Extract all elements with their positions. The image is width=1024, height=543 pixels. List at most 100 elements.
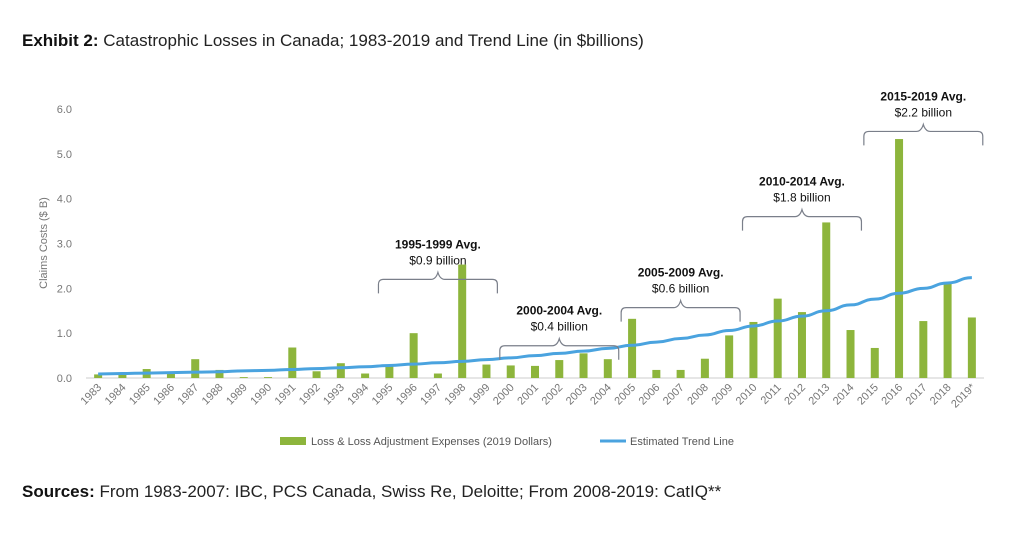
x-tick-label: 1990	[248, 382, 274, 408]
x-tick-label: 1987	[176, 382, 202, 408]
bar	[191, 359, 200, 378]
x-tick-label: 2015	[855, 382, 881, 408]
x-tick-label: 1989	[224, 382, 250, 408]
x-tick-label: 2002	[540, 382, 566, 408]
x-tick-label: 1992	[297, 382, 323, 408]
x-tick-label: 1986	[151, 382, 177, 408]
x-tick-label: 1998	[443, 382, 469, 408]
legend: Loss & Loss Adjustment Expenses (2019 Do…	[280, 436, 734, 448]
y-axis-label-group: Claims Costs ($ B)	[38, 197, 50, 289]
y-tick-label: 3.0	[57, 239, 72, 251]
bar	[264, 377, 273, 378]
bar	[506, 365, 515, 378]
bar	[700, 358, 709, 378]
x-tick-label: 1988	[200, 382, 226, 408]
x-tick-label: 2008	[685, 382, 711, 408]
bar	[895, 139, 904, 378]
x-tick-label: 1994	[345, 382, 371, 408]
y-tick-label: 5.0	[57, 149, 72, 161]
x-tick-label: 2004	[588, 382, 614, 408]
bar	[288, 347, 297, 378]
legend-bar-swatch	[280, 437, 306, 445]
x-tick-label: 2019*	[949, 381, 978, 410]
x-tick-label: 2010	[734, 382, 760, 408]
x-tick-label: 1999	[467, 382, 493, 408]
sources-text: From 1983-2007: IBC, PCS Canada, Swiss R…	[94, 482, 722, 501]
annotation-value: $2.2 billion	[895, 105, 952, 119]
annotation-title: 2005-2009 Avg.	[638, 266, 724, 280]
annotation-brace	[741, 207, 863, 231]
sources-note: Sources: From 1983-2007: IBC, PCS Canada…	[22, 482, 721, 502]
bar	[749, 321, 758, 378]
annotation-title: 2015-2019 Avg.	[880, 89, 966, 103]
x-tick-label: 2012	[782, 382, 808, 408]
bar	[579, 353, 588, 378]
bar	[361, 373, 370, 378]
x-axis-ticks: 1983198419851986198719881989199019911992…	[78, 381, 978, 410]
chart: Claims Costs ($ B) 0.0 1.0 2.0 3.0 4.0 5.0 6.0…	[38, 89, 984, 448]
bar	[555, 360, 564, 378]
x-tick-label: 1983	[78, 382, 104, 408]
x-tick-label: 1996	[394, 382, 420, 408]
y-tick-label: 2.0	[57, 283, 72, 295]
y-tick-label: 0.0	[57, 373, 72, 385]
y-tick-label: 1.0	[57, 328, 72, 340]
bar	[336, 363, 345, 378]
y-tick-label: 6.0	[57, 104, 72, 116]
annotation-brace	[499, 336, 620, 360]
x-tick-label: 2003	[564, 382, 590, 408]
bar	[822, 222, 831, 378]
bar	[239, 377, 248, 378]
bar	[166, 373, 175, 378]
annotation-value: $0.4 billion	[531, 320, 588, 334]
bar	[312, 371, 321, 378]
bar	[385, 364, 394, 378]
x-tick-label: 1984	[103, 382, 129, 408]
chart-title: Exhibit 2: Catastrophic Losses in Canada…	[22, 31, 644, 51]
bar	[943, 282, 952, 378]
trend-line	[98, 276, 972, 376]
bar	[773, 298, 782, 378]
bar	[94, 374, 103, 378]
bar	[676, 369, 685, 378]
annotation-value: $0.9 billion	[409, 253, 466, 267]
annotation-title: 1995-1999 Avg.	[395, 237, 481, 251]
bar	[919, 321, 928, 378]
x-tick-label: 2013	[807, 382, 833, 408]
annotation-brace	[863, 122, 984, 146]
annotation-brace	[620, 298, 741, 322]
bar	[118, 373, 127, 378]
bar	[725, 335, 734, 378]
bar	[531, 365, 539, 378]
x-tick-label: 2005	[612, 382, 638, 408]
y-axis-label: Claims Costs ($ B)	[38, 197, 50, 289]
annotation-value: $1.8 billion	[773, 191, 830, 205]
x-tick-label: 2000	[491, 382, 517, 408]
x-tick-label: 2017	[904, 382, 930, 408]
x-tick-label: 1991	[273, 382, 299, 408]
bar	[652, 369, 661, 378]
legend-trend-label: Estimated Trend Line	[630, 436, 734, 448]
bar	[967, 317, 976, 378]
x-tick-label: 2009	[709, 382, 735, 408]
x-tick-label: 2006	[637, 382, 663, 408]
bar	[458, 264, 467, 378]
x-tick-label: 1997	[418, 382, 444, 408]
x-tick-label: 2001	[515, 382, 541, 408]
x-tick-label: 1995	[370, 382, 396, 408]
bar	[215, 369, 224, 378]
bar	[409, 333, 418, 378]
y-axis-ticks: 0.0 1.0 2.0 3.0 4.0 5.0 6.0	[57, 104, 72, 385]
annotation-title: 2000-2004 Avg.	[516, 304, 602, 318]
x-tick-label: 2016	[879, 382, 905, 408]
bar	[482, 364, 491, 378]
bar	[797, 312, 806, 378]
annotation-brace	[377, 270, 498, 294]
bar	[433, 373, 442, 378]
x-tick-label: 2007	[661, 382, 687, 408]
x-tick-label: 2011	[759, 382, 784, 407]
annotation-title: 2010-2014 Avg.	[759, 175, 845, 189]
x-tick-label: 1985	[127, 382, 153, 408]
bar	[870, 347, 879, 378]
title-text: Catastrophic Losses in Canada; 1983-2019…	[98, 31, 644, 50]
